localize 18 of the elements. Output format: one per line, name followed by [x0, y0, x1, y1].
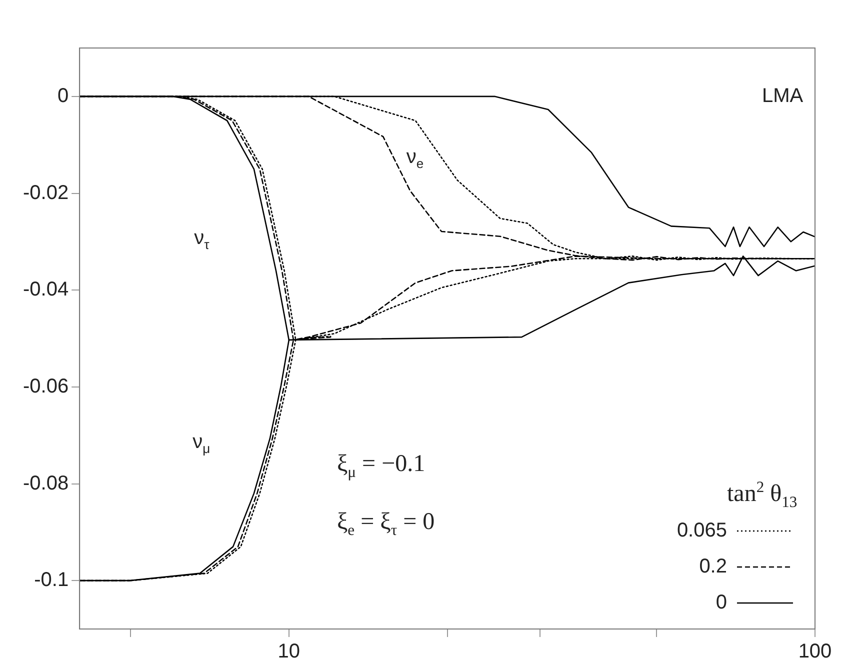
legend-label: 0.2 [699, 556, 727, 578]
annotation: ν$_{μ}$ [192, 430, 210, 456]
legend-label: 0 [716, 592, 727, 614]
legend-label: 0.065 [676, 520, 727, 542]
y-tick-label: 0 [57, 84, 69, 107]
y-tick-label: -0.02 [22, 182, 69, 204]
x-tick-label: 100 [798, 640, 832, 663]
annotation: ξ$_{e}$ = ξ$_{τ}$ = 0 [336, 508, 435, 540]
y-tick-label: -0.1 [34, 569, 69, 592]
y-tick-label: -0.08 [22, 472, 69, 494]
annotation: LMA [762, 84, 804, 108]
y-tick-label: -0.06 [22, 375, 69, 398]
annotation: ν$_{e}$ [406, 146, 424, 171]
x-tick-label: 10 [278, 640, 300, 663]
legend-title: tan$^{2}$ θ$_{13}$ [727, 478, 798, 512]
y-tick-label: -0.04 [22, 278, 69, 301]
annotation: ν$_{τ}$ [194, 227, 210, 252]
annotation: ξ$_{μ}$ = −0.1 [336, 450, 426, 482]
